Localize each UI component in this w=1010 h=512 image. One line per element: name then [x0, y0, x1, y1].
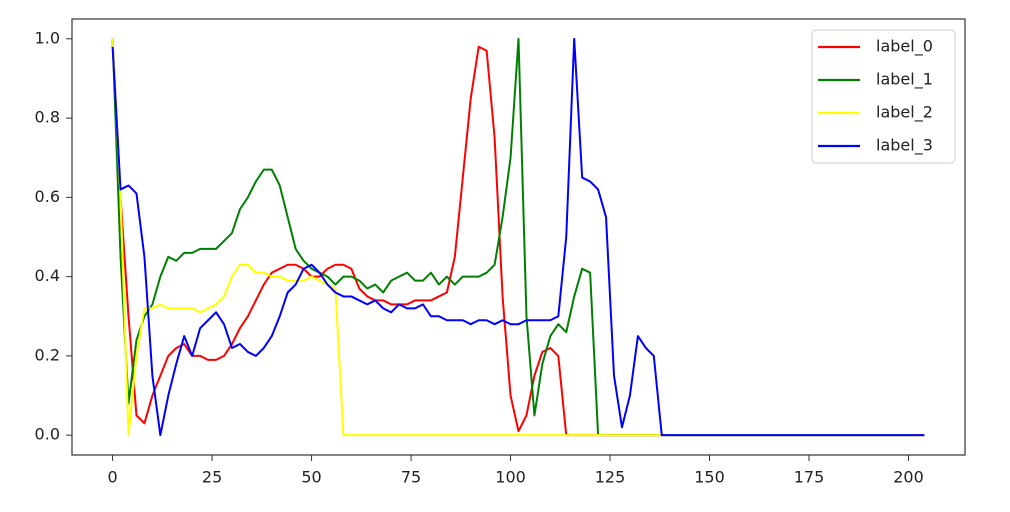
legend-label: label_0: [876, 37, 933, 57]
x-tick-label: 200: [893, 468, 924, 487]
legend-label: label_1: [876, 70, 933, 90]
series-line: [111, 37, 925, 437]
y-tick-label: 0.4: [35, 266, 60, 285]
y-tick-label: 0.2: [35, 345, 60, 364]
y-tick-label: 1.0: [35, 28, 60, 47]
plot-frame: [71, 18, 966, 456]
x-tick-label: 150: [694, 468, 725, 487]
legend-label: label_2: [876, 103, 933, 123]
x-tick-label: 75: [401, 468, 421, 487]
x-tick-label: 0: [107, 468, 117, 487]
y-tick-label: 0.0: [35, 425, 60, 444]
x-tick-label: 175: [794, 468, 825, 487]
y-tick-label: 0.6: [35, 187, 60, 206]
legend-label: label_3: [876, 136, 933, 156]
legend-box: [811, 29, 956, 164]
x-tick-label: 50: [301, 468, 321, 487]
y-tick-label: 0.8: [35, 108, 60, 127]
legend: label_0 label_1 label_2 label_3: [811, 29, 956, 164]
x-tick-label: 25: [202, 468, 222, 487]
x-tick-label: 100: [495, 468, 526, 487]
x-tick-label: 125: [595, 468, 626, 487]
